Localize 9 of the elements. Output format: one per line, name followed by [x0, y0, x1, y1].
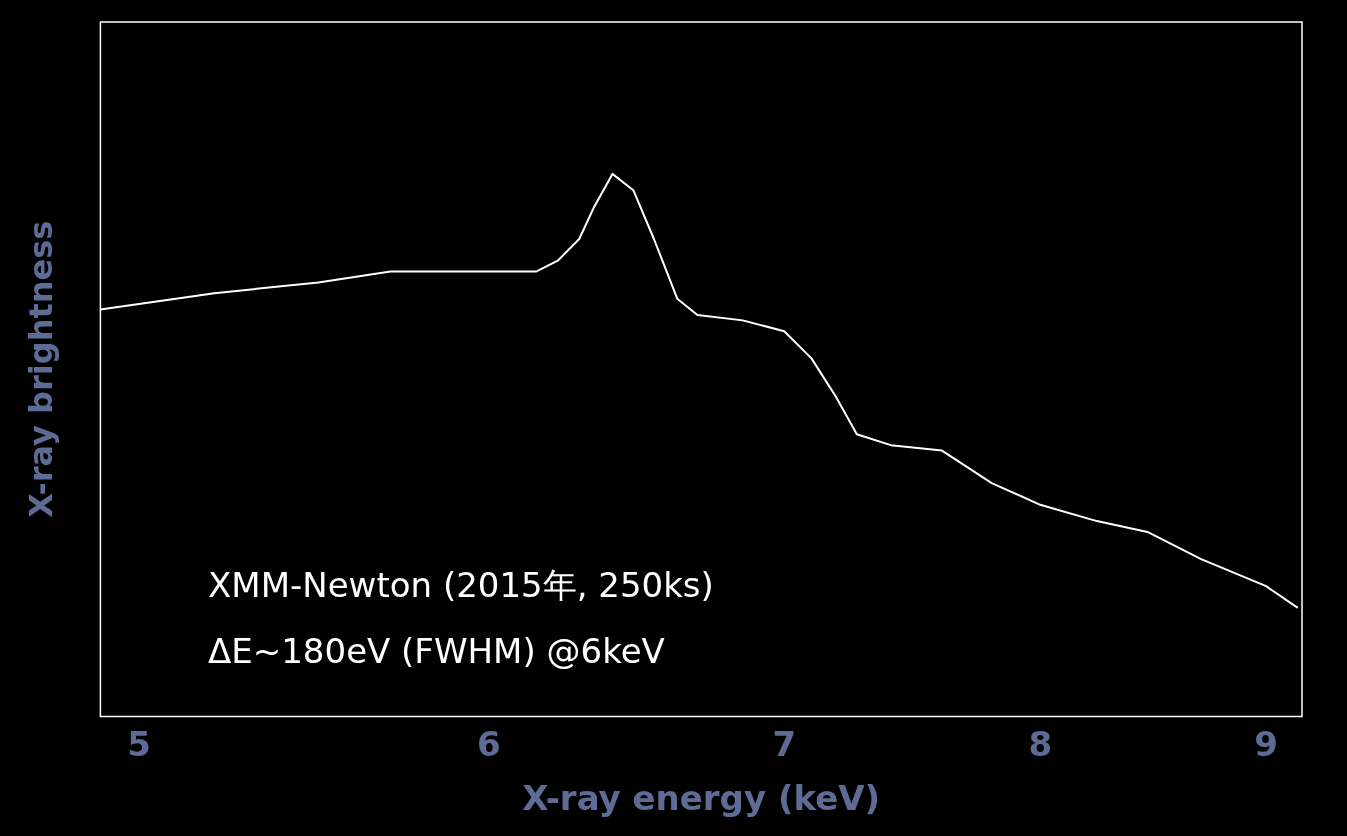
- x-axis-title: X-ray energy (keV): [522, 778, 881, 819]
- x-tick-label: 5: [127, 723, 151, 764]
- x-tick-label: 9: [1254, 723, 1278, 764]
- x-tick-label: 8: [1028, 723, 1053, 764]
- y-axis-title: X-ray brightness: [21, 220, 60, 518]
- x-tick-label: 6: [476, 723, 501, 764]
- annotation: ΔE~180eV (FWHM) @6keV: [208, 630, 666, 673]
- annotation: XMM-Newton (2015年, 250ks): [208, 564, 714, 607]
- x-tick-label: 7: [772, 723, 797, 764]
